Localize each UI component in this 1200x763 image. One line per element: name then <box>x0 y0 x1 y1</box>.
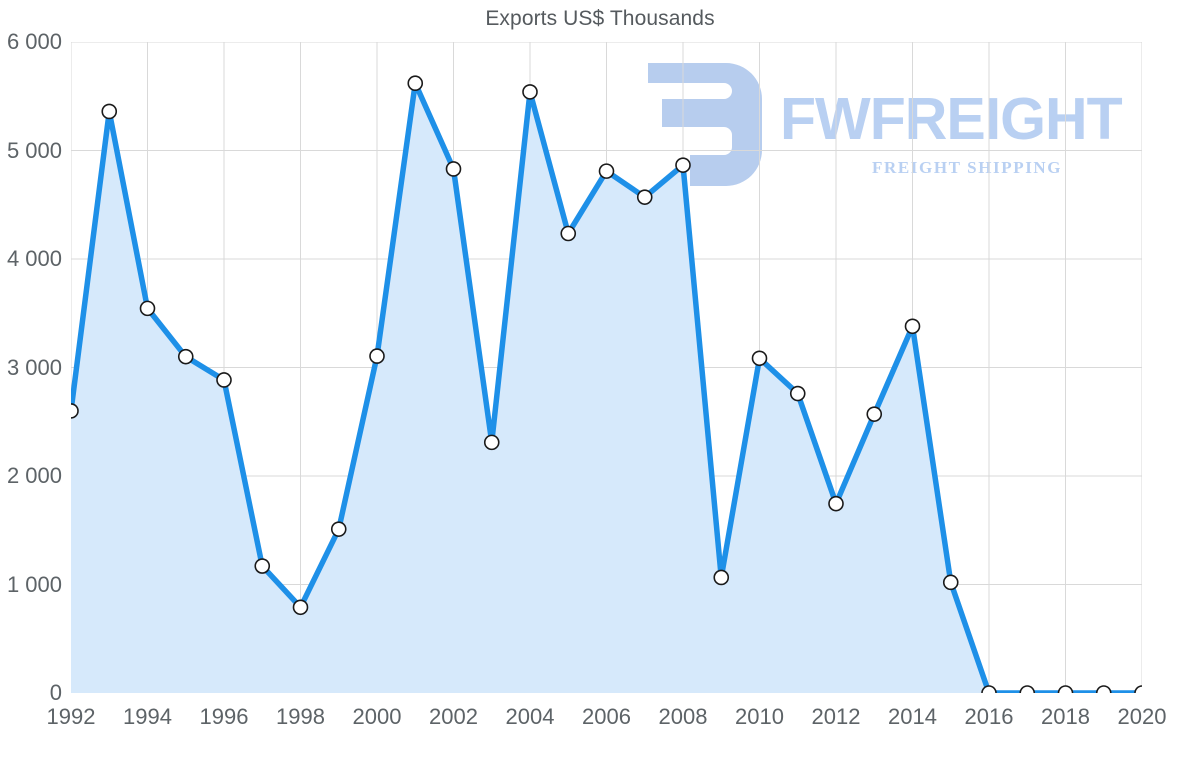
y-axis-tick-label: 6 000 <box>6 29 62 54</box>
y-axis-tick-label: 0 <box>49 680 62 705</box>
x-axis-tick-label: 2020 <box>1117 704 1167 729</box>
x-axis-tick-label: 2014 <box>888 704 937 729</box>
y-axis-tick-label: 2 000 <box>6 463 62 488</box>
x-axis-tick-label: 2006 <box>582 704 631 729</box>
data-point-marker[interactable] <box>177 348 194 365</box>
x-axis-tick-label: 2002 <box>429 704 478 729</box>
y-axis-tick-label: 3 000 <box>6 354 62 380</box>
data-point-marker[interactable] <box>1019 685 1036 693</box>
data-point-marker[interactable] <box>1057 685 1074 693</box>
data-point-markers <box>71 75 1142 693</box>
x-axis-tick-label: 1992 <box>46 704 96 729</box>
data-point-marker[interactable] <box>560 225 577 242</box>
data-point-marker[interactable] <box>598 163 615 179</box>
data-point-marker[interactable] <box>789 385 806 402</box>
data-point-marker[interactable] <box>522 84 538 100</box>
x-axis-tick-label: 1998 <box>276 704 325 729</box>
data-point-marker[interactable] <box>751 350 768 367</box>
x-axis-tick-label: 2016 <box>964 704 1014 729</box>
data-point-marker[interactable] <box>101 103 118 120</box>
data-point-marker[interactable] <box>292 599 309 616</box>
x-axis-tick-label: 2004 <box>505 704 555 729</box>
x-axis-tick-label: 2000 <box>352 704 402 729</box>
data-point-marker[interactable] <box>254 558 271 574</box>
data-point-marker[interactable] <box>71 403 79 419</box>
y-axis-tick-label: 4 000 <box>6 246 62 271</box>
data-point-marker[interactable] <box>981 685 997 693</box>
x-axis-tick-label: 2010 <box>735 704 784 729</box>
data-point-marker[interactable] <box>713 569 730 586</box>
plot-area <box>71 42 1142 693</box>
chart-plot-svg <box>71 42 1142 693</box>
x-axis-tick-label: 2018 <box>1041 704 1090 729</box>
data-point-marker[interactable] <box>675 157 691 173</box>
data-point-marker[interactable] <box>445 161 462 177</box>
x-axis-tick-label: 1996 <box>199 704 249 729</box>
x-axis-tick-label: 1994 <box>123 704 172 729</box>
chart-title: Exports US$ Thousands <box>485 7 715 30</box>
data-point-marker[interactable] <box>904 318 921 335</box>
y-axis-tick-label: 1 000 <box>6 571 62 597</box>
data-point-marker[interactable] <box>139 300 156 317</box>
data-point-marker[interactable] <box>1134 685 1142 693</box>
data-point-marker[interactable] <box>330 521 347 537</box>
data-point-marker[interactable] <box>407 75 424 92</box>
data-point-marker[interactable] <box>942 574 959 591</box>
data-point-marker[interactable] <box>636 189 653 205</box>
data-point-marker[interactable] <box>1095 685 1112 693</box>
y-axis: 0 1 000 2 000 3 000 4 000 5 000 6 000 <box>0 0 62 763</box>
data-point-marker[interactable] <box>866 406 883 422</box>
x-axis-tick-label: 2008 <box>658 704 708 729</box>
data-point-marker[interactable] <box>828 495 844 512</box>
area-fill <box>71 83 1142 693</box>
y-axis-tick-label: 5 000 <box>6 137 62 163</box>
data-point-marker[interactable] <box>483 434 500 451</box>
x-axis-tick-label: 2012 <box>811 704 861 729</box>
data-point-marker[interactable] <box>216 372 232 388</box>
data-point-marker[interactable] <box>369 348 385 364</box>
